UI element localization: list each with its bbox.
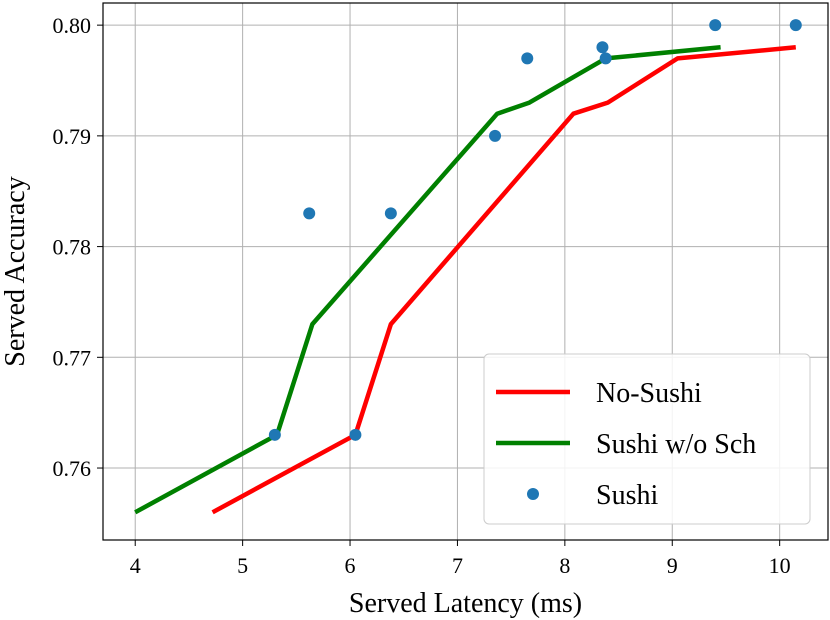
x-axis: 4 5 6 7 8 9 10	[130, 540, 791, 578]
x-tick-label: 7	[452, 553, 463, 578]
scatter-point	[303, 207, 316, 220]
y-tick-label: 0.78	[53, 235, 92, 260]
legend-label: No-Sushi	[596, 378, 702, 409]
plot-frame	[102, 2, 829, 541]
y-tick-label: 0.79	[53, 124, 92, 149]
x-axis-label: Served Latency (ms)	[349, 588, 582, 619]
series-layer	[134, 19, 802, 515]
y-tick-label: 0.77	[53, 345, 92, 370]
legend-swatch	[527, 488, 539, 500]
x-tick-label: 10	[769, 553, 791, 578]
legend: No-Sushi Sushi w/o Sch Sushi	[483, 353, 811, 525]
scatter-point	[349, 428, 362, 441]
legend-label: Sushi	[596, 480, 658, 511]
y-tick-label: 0.76	[53, 456, 92, 481]
scatter-point	[384, 207, 397, 220]
scatter-point	[268, 428, 281, 441]
x-tick-label: 8	[559, 553, 570, 578]
scatter-point	[596, 41, 609, 54]
grid	[103, 3, 828, 540]
scatter-point	[521, 52, 534, 65]
scatter-point	[489, 129, 502, 142]
y-axis-label: Served Accuracy	[0, 176, 31, 366]
y-tick-label: 0.80	[53, 13, 92, 38]
y-axis: 0.76 0.77 0.78 0.79 0.80	[53, 13, 103, 481]
x-tick-label: 5	[237, 553, 248, 578]
legend-box	[483, 353, 811, 525]
x-tick-label: 9	[667, 553, 678, 578]
scatter-point	[789, 19, 802, 32]
legend-label: Sushi w/o Sch	[596, 429, 756, 460]
scatter-point	[599, 52, 612, 65]
scatter-point	[709, 19, 722, 32]
x-tick-label: 6	[345, 553, 356, 578]
x-tick-label: 4	[130, 553, 141, 578]
